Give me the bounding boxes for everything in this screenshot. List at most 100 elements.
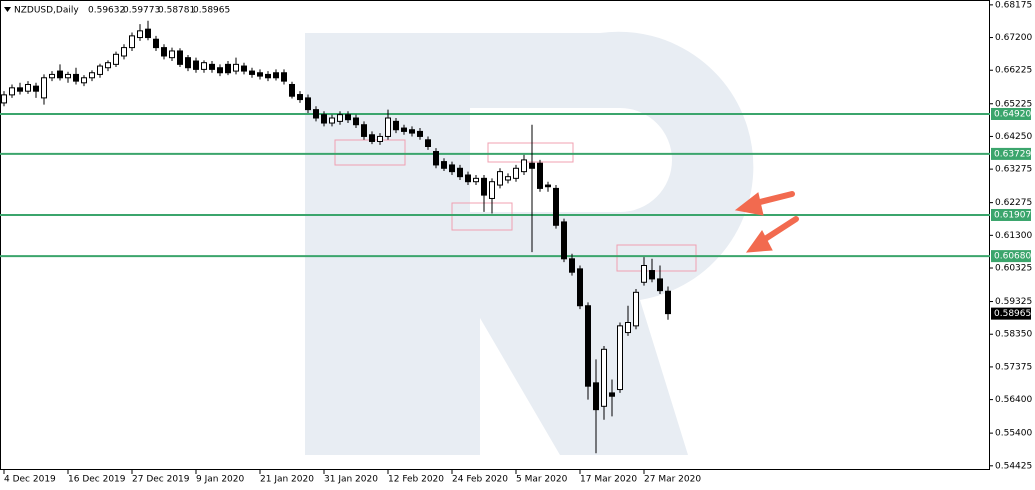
candle-body <box>513 167 519 179</box>
candle-body <box>345 114 351 121</box>
candle-body <box>641 265 647 283</box>
candle-body <box>393 120 399 131</box>
x-tick-label: 5 Mar 2020 <box>516 475 568 485</box>
x-tick-label: 21 Jan 2020 <box>260 475 314 485</box>
y-tick-label: 0.55400 <box>995 429 1032 439</box>
y-tick-label: 0.58350 <box>995 330 1032 340</box>
candle-body <box>353 117 359 126</box>
candle-body <box>249 70 255 75</box>
y-tick-label: 0.60325 <box>995 264 1032 274</box>
candle-body <box>281 72 287 82</box>
level-label: 0.60680 <box>994 252 1031 262</box>
candle-body <box>113 53 119 65</box>
candle-body <box>209 63 215 70</box>
candle-body <box>97 65 103 75</box>
candle-body <box>33 85 39 92</box>
level-label: 0.63729 <box>994 149 1031 159</box>
y-tick-label: 0.61300 <box>995 231 1032 241</box>
candle-body <box>1 94 7 104</box>
candle-body <box>289 83 295 97</box>
candle-body <box>649 270 655 280</box>
candle-body <box>473 177 479 183</box>
candle-body <box>657 278 663 292</box>
level-label-bg <box>991 208 1031 221</box>
header-close: 0.58965 <box>193 6 230 16</box>
symbol-menu-icon <box>4 7 11 12</box>
x-tick-label: 17 Mar 2020 <box>580 475 637 485</box>
zone-box <box>451 202 513 231</box>
arrow-head <box>745 230 773 253</box>
candle-body <box>369 134 375 142</box>
candle-body <box>409 129 415 134</box>
candle-body <box>161 47 167 57</box>
candle-body <box>217 67 223 74</box>
candle-body <box>321 114 327 124</box>
y-tick-label: 0.62275 <box>995 198 1032 208</box>
candle-body <box>577 268 583 307</box>
y-tick-label: 0.67200 <box>995 33 1032 43</box>
candle-body <box>89 72 95 79</box>
candle-body <box>233 63 239 72</box>
candle-body <box>305 97 311 111</box>
candle-body <box>193 60 199 70</box>
candle-body <box>593 382 599 411</box>
candle-body <box>17 87 23 92</box>
x-tick-label: 16 Dec 2019 <box>68 475 126 485</box>
candle-body <box>25 83 31 92</box>
level-label-bg <box>991 107 1031 120</box>
level-label: 0.64920 <box>994 109 1031 119</box>
candle-body <box>377 135 383 142</box>
candle-body <box>449 164 455 173</box>
level-label-bg <box>991 250 1031 263</box>
x-tick-label: 9 Jan 2020 <box>196 475 244 485</box>
candle-body <box>401 127 407 132</box>
candle-body <box>609 392 615 397</box>
candle-body <box>625 321 631 334</box>
candle-body <box>81 77 87 84</box>
candle-body <box>457 167 463 178</box>
x-tick-label: 27 Mar 2020 <box>644 475 701 485</box>
x-tick-label: 4 Dec 2019 <box>4 475 56 485</box>
zone-box <box>616 244 697 272</box>
y-tick-label: 0.64250 <box>995 132 1032 142</box>
y-tick-label: 0.63275 <box>995 165 1032 175</box>
candle-body <box>105 62 111 69</box>
candle-body <box>561 221 567 260</box>
candle-body <box>153 38 159 49</box>
level-label: 0.61907 <box>994 210 1031 220</box>
candle-body <box>9 87 15 96</box>
candle-body <box>425 139 431 147</box>
candle-body <box>177 50 183 65</box>
candle-body <box>521 159 527 173</box>
candle-body <box>169 50 175 59</box>
arrow-head <box>734 192 764 216</box>
y-tick-label: 0.65225 <box>995 99 1032 109</box>
candle-body <box>617 325 623 391</box>
candle-body <box>633 291 639 327</box>
arrows <box>734 191 799 253</box>
candle-body <box>41 77 47 99</box>
y-tick-label: 0.54425 <box>995 461 1032 471</box>
y-tick-label: 0.59325 <box>995 297 1032 307</box>
candle-body <box>225 63 231 74</box>
candle-body <box>585 305 591 387</box>
candle-body <box>497 171 503 186</box>
candle-body <box>601 348 607 407</box>
arrow <box>759 216 799 244</box>
zone-box <box>487 142 574 163</box>
y-tick-label: 0.56400 <box>995 395 1032 405</box>
candle-body <box>385 117 391 137</box>
candle-body <box>73 73 79 82</box>
candle-body <box>553 187 559 226</box>
x-tick-label: 24 Feb 2020 <box>452 475 508 485</box>
candle-body <box>361 124 367 137</box>
candle-body <box>537 162 543 189</box>
candle-body <box>337 114 343 122</box>
candle-body <box>329 117 335 124</box>
candle-body <box>121 47 127 57</box>
candle-body <box>265 73 271 79</box>
header-low: 0.58781 <box>158 6 195 16</box>
watermark <box>305 31 754 455</box>
candle-body <box>489 181 495 199</box>
